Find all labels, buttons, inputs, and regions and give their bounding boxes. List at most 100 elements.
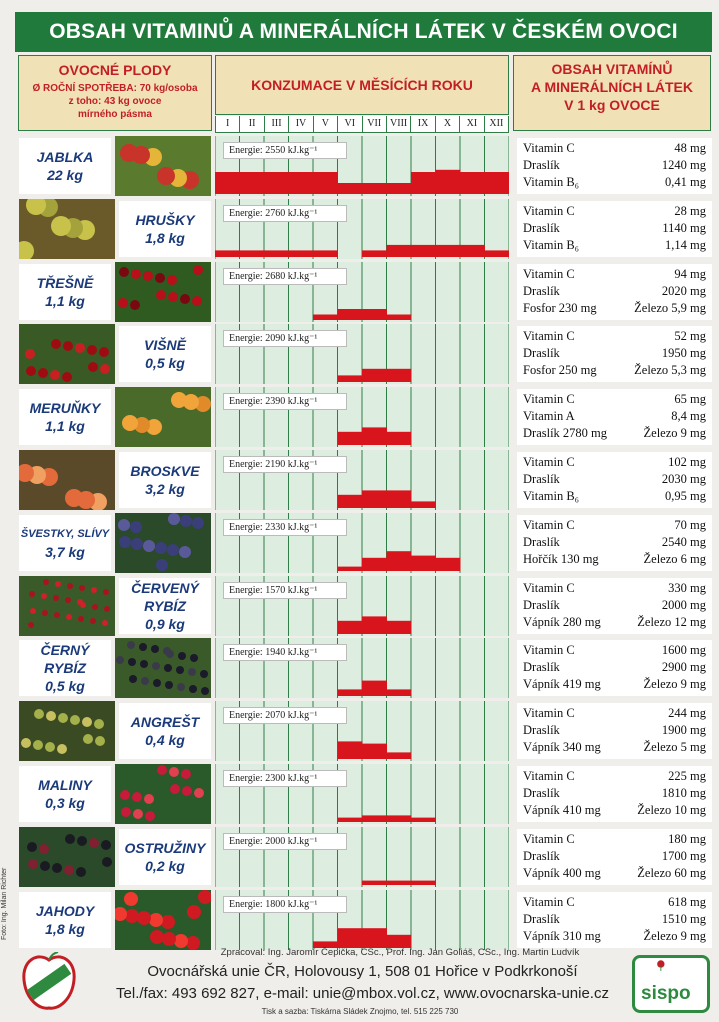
nutrient-line: Draslík 2000 mg bbox=[523, 597, 706, 614]
nutrient-name: Draslík bbox=[523, 660, 560, 675]
fruit-label: BROSKVE 3,2 kg bbox=[119, 452, 211, 508]
tree-icon bbox=[657, 960, 665, 971]
nutrient-value: Železo 10 mg bbox=[637, 803, 706, 817]
nutrient-name: Draslík bbox=[523, 220, 560, 235]
fruit-amount: 0,2 kg bbox=[145, 857, 185, 874]
month-label: VIII bbox=[386, 116, 412, 133]
nutrient-box: Vitamin C 65 mg Vitamin A 8,4 mg Draslík 278… bbox=[517, 389, 712, 446]
nutrient-value: 2900 mg bbox=[661, 660, 706, 675]
fruit-row: JABLKA 22 kg Energie: 2550 kJ.kg⁻¹ Vitamin … bbox=[15, 136, 712, 196]
apricot-photo-icon bbox=[115, 387, 211, 448]
nutrient-line: Vitamin C 70 mg bbox=[523, 517, 706, 534]
nutrient-name: Vitamin C bbox=[523, 203, 575, 218]
consumption-bar bbox=[362, 815, 387, 822]
nutrient-name: Vitamin C bbox=[523, 831, 575, 846]
nutrient-value: Železo 9 mg bbox=[643, 928, 706, 943]
nutrient-box: Vitamin C 225 mg Draslík 1810 mg Vápník 410 … bbox=[517, 766, 712, 822]
nutrient-value: 1140 mg bbox=[662, 220, 706, 235]
nutrient-name: Vápník 400 mg bbox=[523, 865, 601, 880]
consumption-bar bbox=[460, 244, 485, 257]
month-label: IX bbox=[411, 116, 436, 133]
fruit-row: OSTRUŽINY 0,2 kg Energie: 2000 kJ.kg⁻¹ Vita… bbox=[15, 826, 712, 887]
fruit-amount: 0,4 kg bbox=[145, 732, 185, 749]
month-label: II bbox=[240, 116, 265, 133]
fruit-label: JABLKA 22 kg bbox=[19, 138, 111, 194]
blackcurrant-photo-icon bbox=[115, 638, 211, 699]
nutrient-line: Draslík 2780 mg Železo 9 mg bbox=[523, 425, 706, 442]
nutrient-name: Draslík bbox=[523, 534, 560, 549]
consumption-bar bbox=[362, 183, 387, 194]
consumption-chart: Energie: 2070 kJ.kg⁻¹ bbox=[215, 701, 509, 762]
consumption-bar bbox=[337, 741, 363, 760]
footer-print: Tisk a sazba: Tiskárna Sládek Znojmo, te… bbox=[261, 1007, 459, 1016]
nutrient-box: Vitamin C 28 mg Draslík 1140 mg Vitamin B₆ 1,… bbox=[517, 200, 712, 257]
consumption-chart: Energie: 2000 kJ.kg⁻¹ bbox=[215, 826, 509, 887]
fruit-amount: 22 kg bbox=[47, 167, 83, 183]
month-axis: I II III IV V VI VII VIII IX X XI XII bbox=[215, 116, 510, 133]
sispo-logo-text: sispo bbox=[641, 983, 691, 1004]
fruit-label: VIŠNĚ 0,5 kg bbox=[119, 326, 211, 383]
energy-label: Energie: 2680 kJ.kg⁻¹ bbox=[223, 267, 347, 285]
nutrient-line: Draslík 1510 mg bbox=[523, 911, 706, 928]
nutrient-line: Draslík 2540 mg bbox=[523, 534, 706, 551]
consumption-bar bbox=[337, 308, 363, 320]
fruit-label: MERUŇKY 1,1 kg bbox=[19, 389, 111, 446]
nutrient-line: Vápník 280 mg Železo 12 mg bbox=[523, 614, 706, 631]
consumption-bar bbox=[215, 172, 240, 194]
nutrient-name: Vápník 280 mg bbox=[523, 614, 601, 629]
nutrient-name: Hořčík 130 mg bbox=[523, 551, 599, 566]
nutrient-line: Fosfor 250 mg Železo 5,3 mg bbox=[523, 362, 706, 379]
nutrient-name: Vitamin C bbox=[523, 517, 575, 532]
consumption-bar bbox=[313, 940, 338, 948]
consumption-bar bbox=[313, 172, 338, 194]
nutrient-line: Vápník 310 mg Železo 9 mg bbox=[523, 928, 706, 945]
nutrient-line: Fosfor 230 mg Železo 5,9 mg bbox=[523, 300, 706, 317]
nutrient-name: Draslík bbox=[523, 472, 560, 486]
header-nutrients-line2: A MINERÁLNÍCH LÁTEK bbox=[530, 79, 694, 95]
consumption-bar bbox=[411, 172, 436, 194]
consumption-bar bbox=[435, 244, 461, 257]
consumption-bar bbox=[362, 308, 387, 320]
fruit-row: HRUŠKY 1,8 kg Energie: 2760 kJ.kg⁻¹ Vitamin… bbox=[15, 198, 712, 259]
energy-label: Energie: 2000 kJ.kg⁻¹ bbox=[223, 832, 347, 850]
nutrient-line: Vápník 410 mg Železo 10 mg bbox=[523, 802, 706, 819]
nutrient-value: 52 mg bbox=[674, 329, 706, 344]
nutrient-value: 8,4 mg bbox=[671, 409, 706, 424]
nutrient-name: Vitamin C bbox=[523, 266, 575, 281]
nutrient-name: Draslík bbox=[523, 723, 560, 738]
consumption-chart: Energie: 1940 kJ.kg⁻¹ bbox=[215, 638, 509, 699]
nutrient-value: 102 mg bbox=[668, 455, 706, 469]
header-fruits-title: OVOCNÉ PLODY bbox=[58, 62, 172, 78]
nutrient-name: Draslík bbox=[523, 597, 560, 612]
consumption-chart: Energie: 2760 kJ.kg⁻¹ bbox=[215, 198, 509, 259]
fruit-amount: 0,3 kg bbox=[45, 795, 85, 811]
consumption-bar bbox=[411, 501, 436, 508]
month-label: IV bbox=[289, 116, 314, 133]
energy-label: Energie: 2550 kJ.kg⁻¹ bbox=[223, 142, 347, 159]
header-fruits: OVOCNÉ PLODY Ø ROČNÍ SPOTŘEBA: 70 kg/oso… bbox=[18, 55, 212, 131]
nutrient-value: 0,95 mg bbox=[665, 489, 706, 503]
nutrient-line: Vitamin B₆ 0,41 mg bbox=[523, 174, 706, 191]
header-fruits-line3: mírného pásma bbox=[78, 109, 152, 120]
peach-photo-icon bbox=[19, 450, 115, 510]
fruit-name: JABLKA bbox=[36, 149, 94, 165]
nutrient-value: 225 mg bbox=[668, 769, 706, 783]
consumption-bar bbox=[484, 250, 509, 257]
consumption-chart: Energie: 2390 kJ.kg⁻¹ bbox=[215, 387, 509, 448]
nutrient-name: Draslík bbox=[523, 158, 560, 172]
fruit-name: MALINY bbox=[38, 777, 92, 793]
consumption-bar bbox=[362, 490, 387, 508]
nutrient-value: Železo 9 mg bbox=[643, 677, 706, 692]
nutrient-line: Hořčík 130 mg Železo 6 mg bbox=[523, 551, 706, 568]
consumption-bar bbox=[362, 250, 387, 257]
fruit-label: MALINY 0,3 kg bbox=[19, 766, 111, 822]
fruit-label: OSTRUŽINY 0,2 kg bbox=[119, 828, 211, 885]
fruit-name: ČERVENÝ bbox=[131, 579, 199, 596]
consumption-bar bbox=[337, 431, 363, 446]
nutrient-value: 65 mg bbox=[674, 392, 706, 407]
nutrient-value: Železo 5,3 mg bbox=[634, 363, 706, 378]
nutrient-value: Železo 9 mg bbox=[643, 426, 706, 441]
footer-address: Ovocnářská unie ČR, Holovousy 1, 508 01 … bbox=[147, 963, 578, 980]
nutrient-line: Vitamin C 244 mg bbox=[523, 705, 706, 722]
nutrient-box: Vitamin C 618 mg Draslík 1510 mg Vápník 310 … bbox=[517, 891, 712, 948]
